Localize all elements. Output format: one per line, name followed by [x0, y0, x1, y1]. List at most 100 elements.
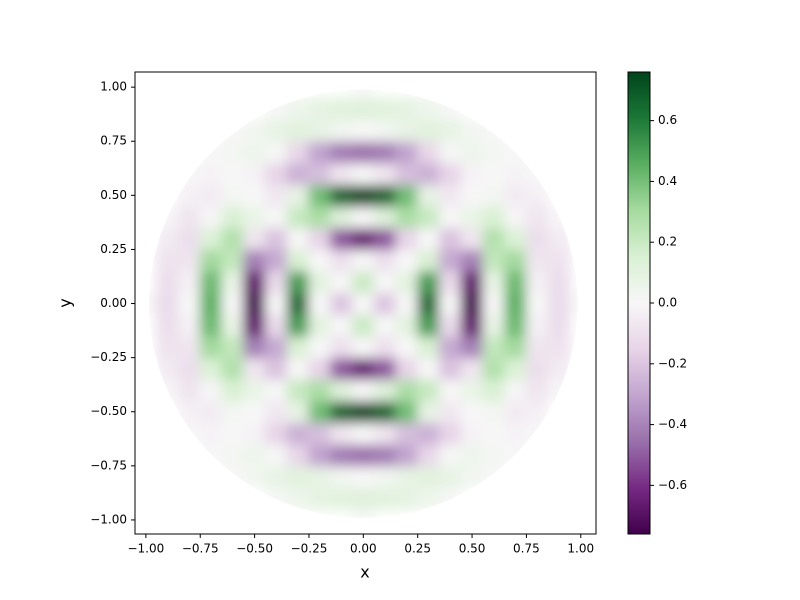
heatmap-cell	[525, 248, 549, 272]
heatmap-cell	[438, 97, 462, 121]
heatmap-cell	[221, 248, 245, 272]
heatmap-cell	[156, 335, 179, 359]
heatmap-cell	[373, 378, 397, 402]
heatmap-cell	[243, 184, 266, 207]
heatmap-cell	[330, 486, 353, 510]
heatmap-cell	[199, 140, 223, 164]
heatmap-cell	[243, 248, 266, 272]
heatmap-cell	[482, 400, 506, 424]
heatmap-cell	[460, 357, 484, 380]
heatmap-cell	[460, 119, 484, 142]
heatmap-cell	[264, 335, 288, 359]
heatmap-cell	[417, 119, 440, 142]
heatmap-cell	[199, 248, 223, 272]
heatmap-cell	[438, 162, 462, 186]
heatmap-cell	[373, 313, 397, 337]
colorbar-tick-label: −0.6	[658, 478, 687, 492]
heatmap-cell	[330, 378, 353, 402]
heatmap-cell	[395, 97, 419, 121]
heatmap-cell	[504, 227, 527, 250]
heatmap-cell	[547, 227, 571, 250]
heatmap-cell	[373, 357, 397, 380]
heatmap-cell	[482, 184, 506, 207]
heatmap-cell	[351, 227, 375, 250]
heatmap-cell	[373, 335, 397, 359]
heatmap-cell	[351, 140, 375, 164]
heatmap-cell	[417, 465, 440, 488]
heatmap-cell	[264, 465, 288, 488]
heatmap-cell	[417, 313, 440, 337]
heatmap-cell	[417, 378, 440, 402]
heatmap-cell	[547, 357, 571, 380]
heatmap-cell	[417, 227, 440, 250]
heatmap-cell	[395, 184, 419, 207]
heatmap-cell	[308, 292, 332, 315]
heatmap-cell	[504, 270, 527, 294]
heatmap-cell	[264, 119, 288, 142]
heatmap-cell	[438, 465, 462, 488]
x-tick-label: −0.25	[291, 542, 328, 556]
heatmap-cell	[286, 248, 310, 272]
heatmap-cell	[395, 162, 419, 186]
heatmap-cell	[177, 292, 201, 315]
heatmap-cell	[460, 422, 484, 445]
heatmap-cell	[156, 248, 179, 272]
heatmap-cell	[351, 486, 375, 510]
heatmap-cell	[351, 248, 375, 272]
heatmap-cell	[286, 486, 310, 510]
heatmap-cell	[373, 400, 397, 424]
heatmap-cell	[482, 119, 506, 142]
heatmap-cell	[395, 313, 419, 337]
heatmap-cell	[308, 486, 332, 510]
heatmap-cell	[177, 248, 201, 272]
heatmap-cell	[417, 97, 440, 121]
heatmap-cell	[417, 270, 440, 294]
heatmap-cell	[547, 205, 571, 229]
heatmap-cell	[525, 357, 549, 380]
heatmap-cell	[308, 119, 332, 142]
colorbar-tick-label: 0.2	[658, 235, 677, 249]
heatmap-cell	[286, 97, 310, 121]
heatmap-cell	[221, 443, 245, 467]
heatmap-cell	[156, 357, 179, 380]
heatmap-cell	[482, 227, 506, 250]
heatmap-cell	[286, 422, 310, 445]
heatmap-cell	[177, 335, 201, 359]
heatmap-cell	[286, 140, 310, 164]
colorbar-tick-label: −0.4	[658, 417, 687, 431]
heatmap-cell	[438, 313, 462, 337]
heatmap-cell	[395, 119, 419, 142]
heatmap-cell	[221, 465, 245, 488]
heatmap-cell	[438, 184, 462, 207]
heatmap-cell	[156, 378, 179, 402]
heatmap-cell	[417, 357, 440, 380]
heatmap-cell	[460, 400, 484, 424]
heatmap-cell	[525, 335, 549, 359]
heatmap-cell	[373, 162, 397, 186]
heatmap-cell	[504, 400, 527, 424]
heatmap-cell	[373, 184, 397, 207]
heatmap-cell	[547, 270, 571, 294]
heatmap-cell	[460, 313, 484, 337]
heatmap-cell	[504, 422, 527, 445]
heatmap-cell	[417, 248, 440, 272]
heatmap-cell	[243, 292, 266, 315]
heatmap-cell	[395, 443, 419, 467]
heatmap-cell	[417, 140, 440, 164]
heatmap-cell	[264, 486, 288, 510]
heatmap-cell	[177, 205, 201, 229]
heatmap-cell	[330, 335, 353, 359]
heatmap-cell	[177, 400, 201, 424]
heatmap-cell	[547, 313, 571, 337]
heatmap-cell	[460, 227, 484, 250]
heatmap-cell	[286, 227, 310, 250]
heatmap-cell	[243, 357, 266, 380]
heatmap-cell	[438, 140, 462, 164]
heatmap-cell	[308, 422, 332, 445]
heatmap-cell	[460, 292, 484, 315]
heatmap-cell	[308, 400, 332, 424]
heatmap-cell	[286, 357, 310, 380]
heatmap-cell	[264, 357, 288, 380]
heatmap-cell	[504, 292, 527, 315]
heatmap-cell	[156, 205, 179, 229]
